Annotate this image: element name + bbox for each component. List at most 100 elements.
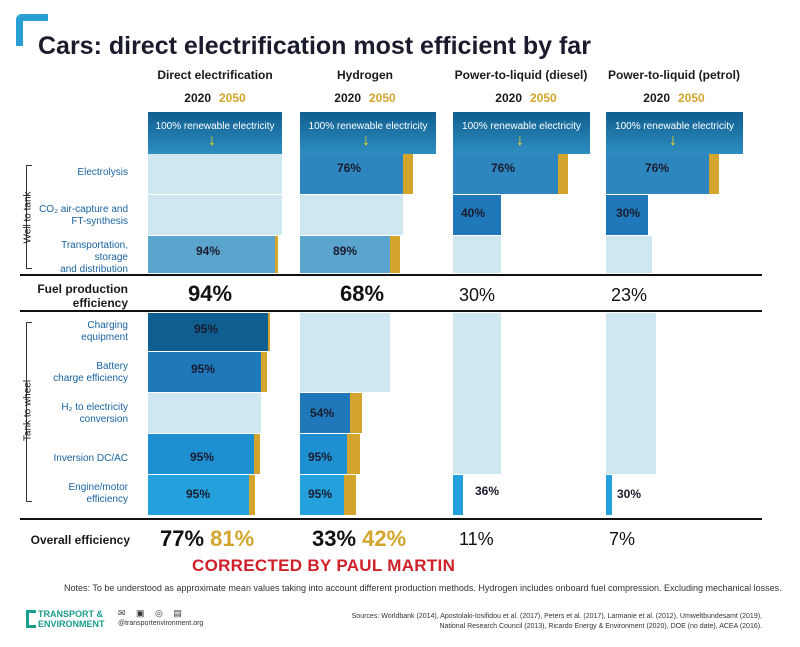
down-arrow-icon: ↓ [516, 132, 524, 149]
bar-hydrogen-h2-conversion [300, 393, 350, 433]
label-hydrogen-h2-conversion: 54% [310, 406, 335, 420]
label-direct-battery: 95% [191, 362, 216, 376]
fuel-efficiency-petrol: 23% [611, 285, 648, 305]
label-direct-charging: 95% [194, 322, 219, 336]
divider-fuel-top [20, 274, 762, 276]
row-label-h2-conversion: H₂ to electricity conversion [61, 402, 128, 425]
fuel-efficiency-hydrogen: 68% [340, 281, 385, 306]
years-ptl-petrol: 2020 2050 [643, 91, 705, 105]
bar-direct-charging [148, 313, 268, 351]
years-hydrogen: 2020 2050 [334, 91, 396, 105]
row-label-battery: Battery charge efficiency [53, 361, 128, 384]
bar-direct-engine [148, 475, 249, 515]
bar-diesel-electrolysis-2050 [558, 154, 568, 194]
bar-petrol-electrolysis-2050 [709, 154, 719, 194]
correction-stamp: CORRECTED BY PAUL MARTIN [192, 556, 456, 575]
well-to-tank-bracket [26, 165, 32, 269]
row-label-fuel-production: Fuel production efficiency [37, 282, 128, 310]
renewable-label-hydrogen: 100% renewable electricity [308, 121, 428, 132]
bar-diesel-tank-bg [453, 313, 501, 474]
renewable-block-direct [148, 112, 282, 154]
brand-logo-icon [26, 610, 36, 628]
renewable-label-ptl-diesel: 100% renewable electricity [462, 121, 581, 132]
label-direct-inversion: 95% [190, 450, 215, 464]
bar-hydrogen-co2-bg [300, 195, 403, 235]
bar-hydrogen-engine-2050 [344, 475, 356, 515]
bar-petrol-tank-bg [606, 313, 656, 474]
bar-direct-inversion-2050 [254, 434, 260, 474]
label-diesel-co2: 40% [461, 206, 486, 220]
bar-diesel-electrolysis [453, 154, 558, 194]
down-arrow-icon: ↓ [208, 132, 216, 149]
overall-efficiency-petrol: 7% [609, 529, 636, 549]
bar-hydrogen-engine [300, 475, 344, 515]
bar-diesel-engine [453, 475, 463, 515]
logo-corner-mark [16, 14, 48, 46]
bar-petrol-transport-bg [606, 236, 652, 273]
label-direct-transport: 94% [196, 244, 221, 258]
bar-direct-transport [148, 236, 275, 273]
row-label-engine: Engine/motor efficiency [68, 482, 128, 505]
divider-fuel-bottom [20, 310, 762, 312]
column-header-direct: Direct electrification [157, 68, 273, 82]
label-petrol-co2: 30% [616, 206, 641, 220]
bar-direct-battery-2050 [261, 352, 267, 392]
overall-efficiency-diesel: 11% [459, 529, 494, 549]
bar-direct-inversion [148, 434, 254, 474]
chart-title: Cars: direct electrification most effici… [38, 32, 591, 60]
bar-direct-h2-bg [148, 393, 261, 433]
bar-diesel-co2 [453, 195, 501, 235]
row-label-overall: Overall efficiency [30, 533, 130, 547]
bar-direct-charging-2050 [268, 313, 270, 351]
bar-direct-co2-bg [148, 195, 282, 235]
label-hydrogen-electrolysis: 76% [337, 161, 362, 175]
bar-petrol-co2 [606, 195, 648, 235]
bar-hydrogen-electrolysis [300, 154, 403, 194]
years-ptl-diesel: 2020 2050 [495, 91, 557, 105]
down-arrow-icon: ↓ [669, 132, 677, 149]
label-direct-engine: 95% [186, 487, 211, 501]
bar-hydrogen-inversion [300, 434, 347, 474]
renewable-label-direct: 100% renewable electricity [155, 121, 275, 132]
down-arrow-icon: ↓ [362, 132, 370, 149]
footnote: Notes: To be understood as approximate m… [64, 583, 782, 593]
row-label-charging: Charging equipment [81, 320, 128, 343]
fuel-efficiency-diesel: 30% [459, 285, 496, 305]
bar-hydrogen-transport [300, 236, 390, 273]
social-icons: ✉ ▣ ◎ ▤ [118, 608, 186, 618]
renewable-label-ptl-petrol: 100% renewable electricity [615, 121, 734, 132]
bar-hydrogen-h2-conversion-2050 [350, 393, 362, 433]
renewable-block-ptl-diesel [453, 112, 590, 154]
bar-petrol-engine [606, 475, 612, 515]
bar-direct-transport-2050 [275, 236, 278, 273]
years-direct: 2020 2050 [184, 91, 246, 105]
bar-hydrogen-inversion-2050 [347, 434, 360, 474]
brand-website: @transportenvironment.org [118, 620, 204, 627]
row-label-inversion: Inversion DC/AC [53, 453, 128, 464]
overall-efficiency-direct: 77% 81% [160, 526, 255, 551]
bar-direct-battery [148, 352, 261, 392]
sources: Sources: Worldbank (2014), Apostolaki-Io… [351, 613, 762, 630]
bar-hydrogen-transport-2050 [390, 236, 400, 273]
brand-name: TRANSPORT & ENVIRONMENT [38, 609, 105, 629]
fuel-efficiency-direct: 94% [188, 281, 233, 306]
label-hydrogen-inversion: 95% [308, 450, 333, 464]
renewable-block-hydrogen [300, 112, 436, 154]
row-label-co2-capture: CO₂ air-capture and FT-synthesis [39, 204, 128, 227]
label-diesel-electrolysis: 76% [491, 161, 516, 175]
label-diesel-engine: 36% [475, 484, 500, 498]
row-label-electrolysis: Electrolysis [77, 167, 128, 178]
bar-petrol-electrolysis [606, 154, 709, 194]
divider-overall [20, 518, 762, 520]
bar-direct-engine-2050 [249, 475, 255, 515]
label-hydrogen-engine: 95% [308, 487, 333, 501]
label-petrol-electrolysis: 76% [645, 161, 670, 175]
tank-to-wheel-bracket [26, 322, 32, 502]
bar-hydrogen-electrolysis-2050 [403, 154, 413, 194]
row-label-transportation: Transportation, storage and distribution [60, 240, 128, 275]
column-header-ptl-petrol: Power-to-liquid (petrol) [608, 68, 740, 82]
bar-direct-electrolysis-bg [148, 154, 282, 194]
bar-hydrogen-upper-bg [300, 313, 390, 392]
column-header-ptl-diesel: Power-to-liquid (diesel) [454, 68, 588, 82]
